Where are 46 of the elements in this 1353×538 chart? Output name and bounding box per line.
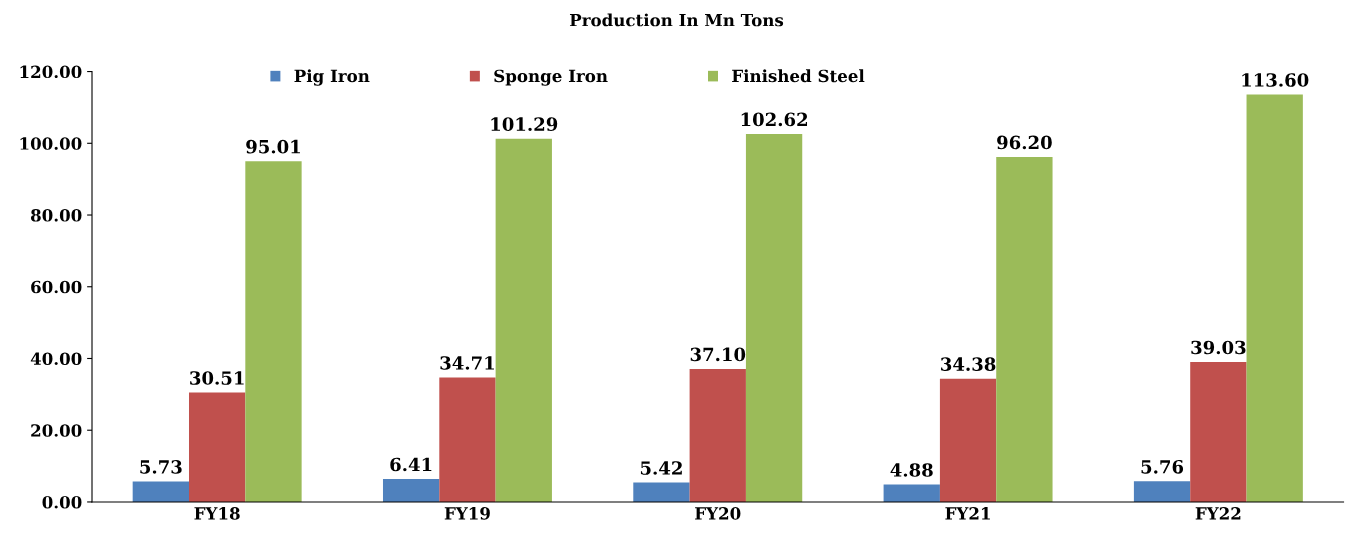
data-label: 4.88	[890, 463, 933, 477]
legend-label: Sponge Iron	[494, 69, 608, 86]
bar	[382, 478, 440, 502]
x-tick-label: FY18	[194, 507, 240, 520]
y-tick-label: 80.00	[30, 208, 82, 222]
data-label: 39.03	[1191, 340, 1246, 355]
x-tick-label: FY19	[444, 507, 490, 520]
x-tick-label: FY20	[695, 507, 741, 520]
bar	[745, 133, 803, 502]
data-label: 34.38	[941, 357, 996, 371]
bar	[939, 378, 997, 502]
data-label: 102.62	[741, 112, 808, 127]
y-tick-label: 100.00	[20, 137, 82, 150]
data-label: 34.71	[440, 356, 494, 370]
bar	[996, 156, 1053, 502]
data-label: 30.51	[190, 371, 244, 385]
bar	[1190, 361, 1247, 502]
bar	[439, 377, 496, 502]
x-tick-label: FY21	[945, 507, 990, 520]
legend-label: Finished Steel	[732, 69, 865, 83]
bar	[1246, 94, 1303, 502]
bar	[189, 392, 246, 502]
bar	[633, 482, 690, 502]
x-tick-label: FY22	[1195, 507, 1241, 520]
y-tick-label: 120.00	[20, 65, 82, 79]
legend-label: Pig Iron	[294, 69, 370, 86]
bar	[883, 484, 940, 502]
y-tick-label: 60.00	[31, 280, 82, 294]
bar	[1133, 481, 1191, 502]
data-label: 113.60	[1242, 73, 1309, 87]
bar	[132, 481, 189, 502]
data-label: 95.01	[246, 139, 300, 154]
data-label: 5.76	[1141, 459, 1184, 474]
chart-title: Production In Mn Tons	[569, 13, 784, 27]
y-tick-label: 20.00	[31, 424, 82, 437]
y-tick-label: 0.00	[42, 495, 82, 509]
data-label: 6.41	[390, 457, 432, 472]
data-label: 37.10	[690, 347, 746, 362]
data-label: 5.42	[640, 461, 682, 475]
data-label: 96.20	[997, 135, 1052, 150]
bar	[689, 368, 746, 502]
bar	[245, 161, 302, 502]
data-label: 101.29	[491, 117, 558, 131]
bar	[495, 138, 552, 502]
y-tick-label: 40.00	[30, 352, 82, 366]
data-label: 5.73	[140, 460, 182, 474]
